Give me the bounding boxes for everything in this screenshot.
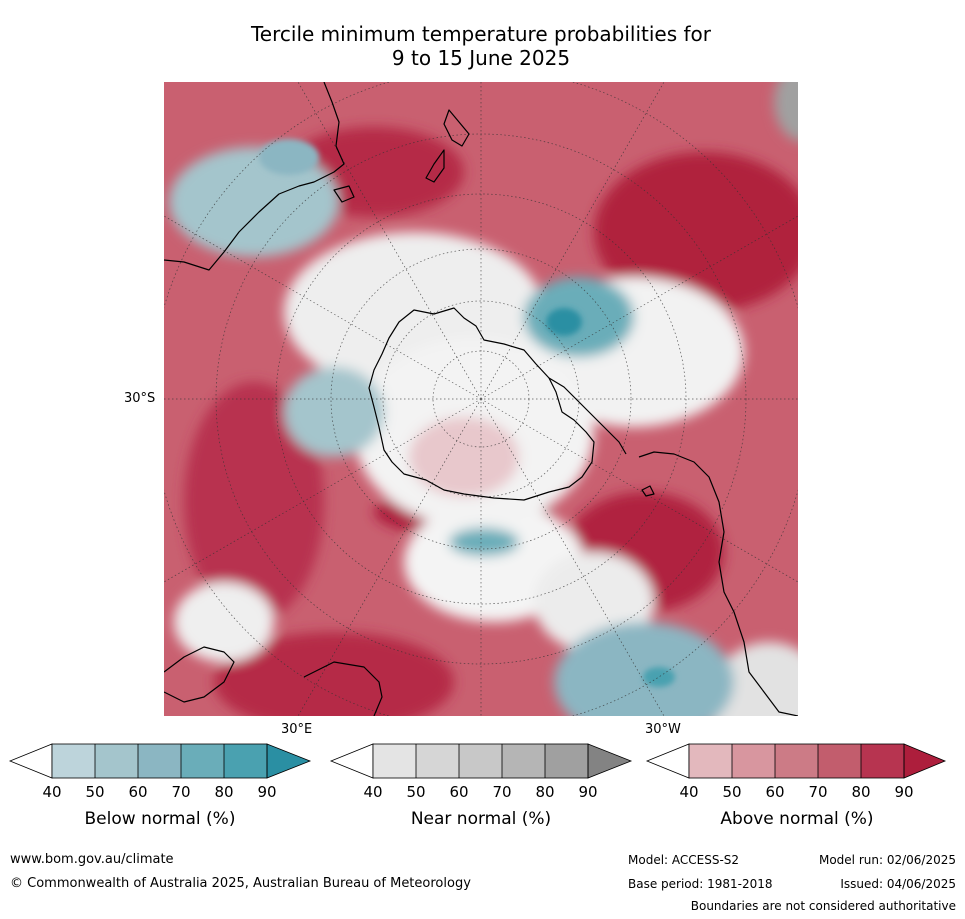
australia-coast bbox=[164, 82, 345, 271]
antarctic-peninsula bbox=[548, 377, 627, 455]
lon-label-30w: 30°W bbox=[645, 722, 681, 737]
below-field-east-antarctica bbox=[284, 367, 384, 457]
tick-label: 60 bbox=[128, 783, 148, 801]
colorbar-near-label: Near normal (%) bbox=[410, 809, 552, 829]
below-field-south-atlantic bbox=[554, 622, 734, 716]
coastlines bbox=[164, 82, 798, 716]
boundaries-disclaimer: Boundaries are not considered authoritat… bbox=[690, 899, 956, 913]
south-america-coast bbox=[638, 451, 798, 716]
antarctica-coast bbox=[368, 307, 595, 501]
probability-map bbox=[164, 82, 798, 716]
tick-label: 40 bbox=[363, 783, 383, 801]
tick-label: 70 bbox=[492, 783, 512, 801]
above-field-pole bbox=[409, 417, 519, 497]
africa-tip bbox=[303, 661, 383, 716]
colorbar-below bbox=[8, 743, 312, 781]
near-field-ne-corner bbox=[774, 82, 798, 142]
above-field-w bbox=[184, 382, 324, 622]
tick-label: 90 bbox=[257, 783, 277, 801]
base-period: Base period: 1981-2018 bbox=[628, 877, 773, 891]
tick-label: 40 bbox=[42, 783, 62, 801]
model-name: Model: ACCESS-S2 bbox=[628, 853, 740, 867]
probability-fields bbox=[169, 82, 798, 716]
new-zealand-south bbox=[425, 149, 445, 183]
tick-label: 80 bbox=[535, 783, 555, 801]
tick-label: 50 bbox=[85, 783, 105, 801]
colorbar-above-label: Above normal (%) bbox=[720, 809, 874, 829]
below-field-australia bbox=[169, 147, 339, 257]
falkland bbox=[641, 485, 655, 497]
chart-title: Tercile minimum temperature probabilitie… bbox=[164, 22, 798, 70]
model-run-date: Model run: 02/06/2025 bbox=[818, 853, 956, 867]
below-field-ross bbox=[449, 528, 519, 556]
tick-label: 60 bbox=[449, 783, 469, 801]
colorbar-below-label: Below normal (%) bbox=[84, 809, 236, 829]
tick-label: 70 bbox=[808, 783, 828, 801]
tick-label: 90 bbox=[894, 783, 914, 801]
issued-date: Issued: 04/06/2025 bbox=[840, 877, 956, 891]
colorbar-above bbox=[645, 743, 947, 781]
title-line-2: 9 to 15 June 2025 bbox=[391, 46, 571, 70]
new-zealand-north bbox=[443, 109, 470, 147]
tasmania bbox=[333, 185, 355, 203]
tick-label: 40 bbox=[679, 783, 699, 801]
tick-label: 60 bbox=[765, 783, 785, 801]
near-field-sw bbox=[174, 582, 274, 662]
tick-label: 80 bbox=[851, 783, 871, 801]
website-link[interactable]: www.bom.gov.au/climate bbox=[10, 852, 174, 867]
graticule bbox=[164, 82, 798, 716]
copyright-text: © Commonwealth of Australia 2025, Austra… bbox=[10, 876, 471, 891]
tick-label: 50 bbox=[406, 783, 426, 801]
tick-label: 80 bbox=[214, 783, 234, 801]
tick-label: 90 bbox=[578, 783, 598, 801]
africa-coast bbox=[164, 646, 235, 703]
above-field-sw bbox=[214, 632, 454, 716]
tick-label: 70 bbox=[171, 783, 191, 801]
above-field-ne bbox=[594, 152, 798, 312]
lon-label-30e: 30°E bbox=[281, 722, 313, 737]
tick-label: 50 bbox=[722, 783, 742, 801]
colorbar-near bbox=[329, 743, 633, 781]
title-line-1: Tercile minimum temperature probabilitie… bbox=[250, 22, 712, 46]
lat-label-30s: 30°S bbox=[124, 391, 156, 406]
